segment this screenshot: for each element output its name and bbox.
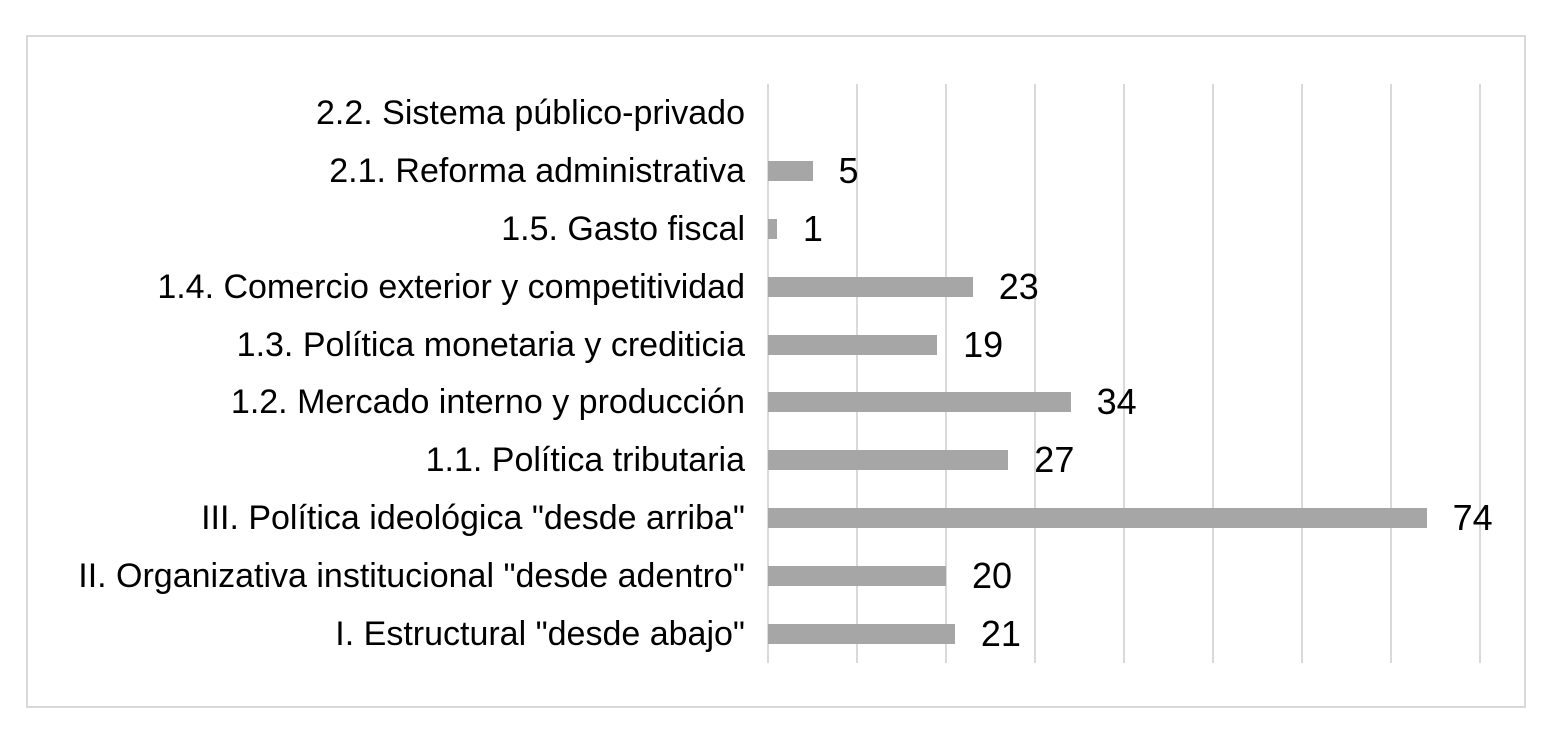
value-label: 27 xyxy=(1034,439,1075,481)
bar xyxy=(768,218,777,239)
gridline xyxy=(1212,84,1214,663)
chart-frame xyxy=(26,35,1526,708)
value-label: 74 xyxy=(1452,497,1493,539)
bar xyxy=(768,450,1009,471)
category-label: 2.2. Sistema público-privado xyxy=(315,93,745,132)
value-label: 23 xyxy=(998,265,1039,307)
bar xyxy=(768,334,938,355)
value-label: 34 xyxy=(1096,381,1137,423)
gridline xyxy=(1034,84,1036,663)
category-label: 2.1. Reforma administrativa xyxy=(329,151,745,190)
bar xyxy=(768,508,1427,529)
gridline xyxy=(1479,84,1481,663)
category-label: III. Política ideológica "desde arriba" xyxy=(201,499,745,538)
bar xyxy=(768,160,813,181)
gridline xyxy=(945,84,947,663)
value-label: 19 xyxy=(963,323,1004,365)
category-label: 1.1. Política tributaria xyxy=(425,441,745,480)
value-label: 5 xyxy=(838,149,859,191)
category-label: 1.4. Comercio exterior y competitividad xyxy=(157,267,745,306)
bar xyxy=(768,392,1071,413)
category-label: 1.2. Mercado interno y producción xyxy=(230,383,745,422)
category-label: II. Organizativa institucional "desde ad… xyxy=(78,557,745,596)
bar xyxy=(768,624,955,645)
gridline xyxy=(856,84,858,663)
category-label: I. Estructural "desde abajo" xyxy=(335,615,745,654)
value-label: 1 xyxy=(802,207,823,249)
category-label: 1.5. Gasto fiscal xyxy=(501,209,745,248)
gridline xyxy=(767,84,769,663)
category-label: 1.3. Política monetaria y crediticia xyxy=(236,325,745,364)
bar xyxy=(768,566,946,587)
value-label: 20 xyxy=(972,555,1013,597)
value-label: 21 xyxy=(980,613,1021,655)
bar xyxy=(768,276,973,297)
gridline xyxy=(1390,84,1392,663)
gridline xyxy=(1123,84,1125,663)
gridline xyxy=(1301,84,1303,663)
